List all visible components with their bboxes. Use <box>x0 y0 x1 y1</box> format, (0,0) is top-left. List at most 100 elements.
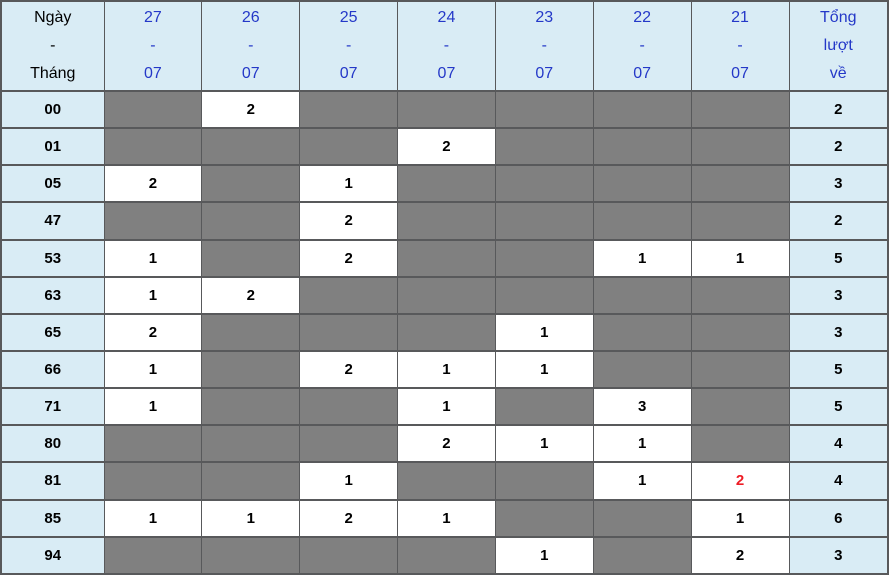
empty-cell <box>690 164 790 204</box>
empty-cell <box>494 275 594 315</box>
value-cell: 2 <box>299 238 399 278</box>
empty-cell <box>201 387 301 427</box>
table-row-05: 05 2 1 3 <box>0 164 889 204</box>
row-label-01: 01 <box>0 127 105 167</box>
empty-cell <box>397 312 496 352</box>
empty-cell <box>397 201 496 241</box>
total-cell: 3 <box>788 164 889 204</box>
empty-cell <box>103 461 203 501</box>
total-cell: 4 <box>788 461 889 501</box>
value-cell: 1 <box>592 424 692 464</box>
header-line: Tổng <box>820 9 857 26</box>
header-line: - <box>541 37 547 54</box>
value-cell: 1 <box>690 498 790 538</box>
row-label-94: 94 <box>0 535 105 576</box>
empty-cell <box>201 312 301 352</box>
row-label-71: 71 <box>0 387 105 427</box>
value-cell: 1 <box>103 275 203 315</box>
value-cell: 1 <box>397 498 496 538</box>
row-label-53: 53 <box>0 238 105 278</box>
header-cell-26-07: 26 - 07 <box>201 0 301 92</box>
table-row-53: 53 1 2 1 1 5 <box>0 238 889 278</box>
empty-cell <box>103 535 203 576</box>
empty-cell <box>103 89 203 130</box>
header-line: 07 <box>144 65 162 82</box>
empty-cell <box>397 238 496 278</box>
value-cell-highlighted: 2 <box>690 461 790 501</box>
value-cell: 1 <box>299 164 399 204</box>
table-row-80: 80 2 1 1 4 <box>0 424 889 464</box>
empty-cell <box>690 349 790 390</box>
empty-cell <box>201 238 301 278</box>
empty-cell <box>299 535 399 576</box>
empty-cell <box>201 201 301 241</box>
table-row-63: 63 1 2 3 <box>0 275 889 315</box>
empty-cell <box>592 127 692 167</box>
value-cell: 2 <box>103 164 203 204</box>
value-cell: 1 <box>494 424 594 464</box>
empty-cell <box>592 164 692 204</box>
empty-cell <box>103 201 203 241</box>
empty-cell <box>397 164 496 204</box>
row-label-65: 65 <box>0 312 105 352</box>
total-cell: 4 <box>788 424 889 464</box>
empty-cell <box>494 89 594 130</box>
total-cell: 5 <box>788 349 889 390</box>
empty-cell <box>690 127 790 167</box>
row-label-66: 66 <box>0 349 105 390</box>
empty-cell <box>201 127 301 167</box>
header-line: 21 <box>731 9 749 26</box>
value-cell: 1 <box>592 238 692 278</box>
total-cell: 2 <box>788 127 889 167</box>
empty-cell <box>494 201 594 241</box>
value-cell: 2 <box>397 424 496 464</box>
value-cell: 1 <box>201 498 301 538</box>
empty-cell <box>397 535 496 576</box>
value-cell: 1 <box>299 461 399 501</box>
total-cell: 2 <box>788 201 889 241</box>
empty-cell <box>592 349 692 390</box>
table-row-71: 71 1 1 3 5 <box>0 387 889 427</box>
value-cell: 1 <box>103 498 203 538</box>
empty-cell <box>299 424 399 464</box>
header-cell-25-07: 25 - 07 <box>299 0 399 92</box>
row-label-85: 85 <box>0 498 105 538</box>
empty-cell <box>690 387 790 427</box>
empty-cell <box>299 387 399 427</box>
value-cell: 2 <box>103 312 203 352</box>
empty-cell <box>494 164 594 204</box>
value-cell: 1 <box>397 349 496 390</box>
empty-cell <box>201 461 301 501</box>
header-line: Tháng <box>30 65 76 82</box>
empty-cell <box>201 164 301 204</box>
empty-cell <box>397 461 496 501</box>
total-cell: 3 <box>788 275 889 315</box>
header-line: - <box>737 37 743 54</box>
header-line: - <box>443 37 450 54</box>
empty-cell <box>690 275 790 315</box>
header-line: 24 <box>437 9 456 26</box>
row-label-05: 05 <box>0 164 105 204</box>
header-line: - <box>50 37 56 54</box>
table-row-47: 47 2 2 <box>0 201 889 241</box>
table-header: Ngày - Tháng 27 - 07 26 - 07 25 - 07 24 - 07 23 - 07 22 - 07… <box>0 0 889 92</box>
empty-cell <box>494 387 594 427</box>
value-cell: 1 <box>103 238 203 278</box>
header-line: 22 <box>633 9 652 26</box>
value-cell: 1 <box>592 461 692 501</box>
empty-cell <box>494 498 594 538</box>
empty-cell <box>299 275 399 315</box>
table-row-66: 66 1 2 1 1 5 <box>0 349 889 390</box>
value-cell: 1 <box>494 312 594 352</box>
total-cell: 5 <box>788 238 889 278</box>
empty-cell <box>592 89 692 130</box>
value-cell: 1 <box>103 349 203 390</box>
header-line: 07 <box>437 65 456 82</box>
table-row-85: 85 1 1 2 1 1 6 <box>0 498 889 538</box>
empty-cell <box>592 201 692 241</box>
empty-cell <box>690 312 790 352</box>
table-row-81: 81 1 1 2 4 <box>0 461 889 501</box>
header-cell-label: Ngày - Tháng <box>0 0 105 92</box>
total-cell: 5 <box>788 387 889 427</box>
header-line: - <box>150 37 156 54</box>
